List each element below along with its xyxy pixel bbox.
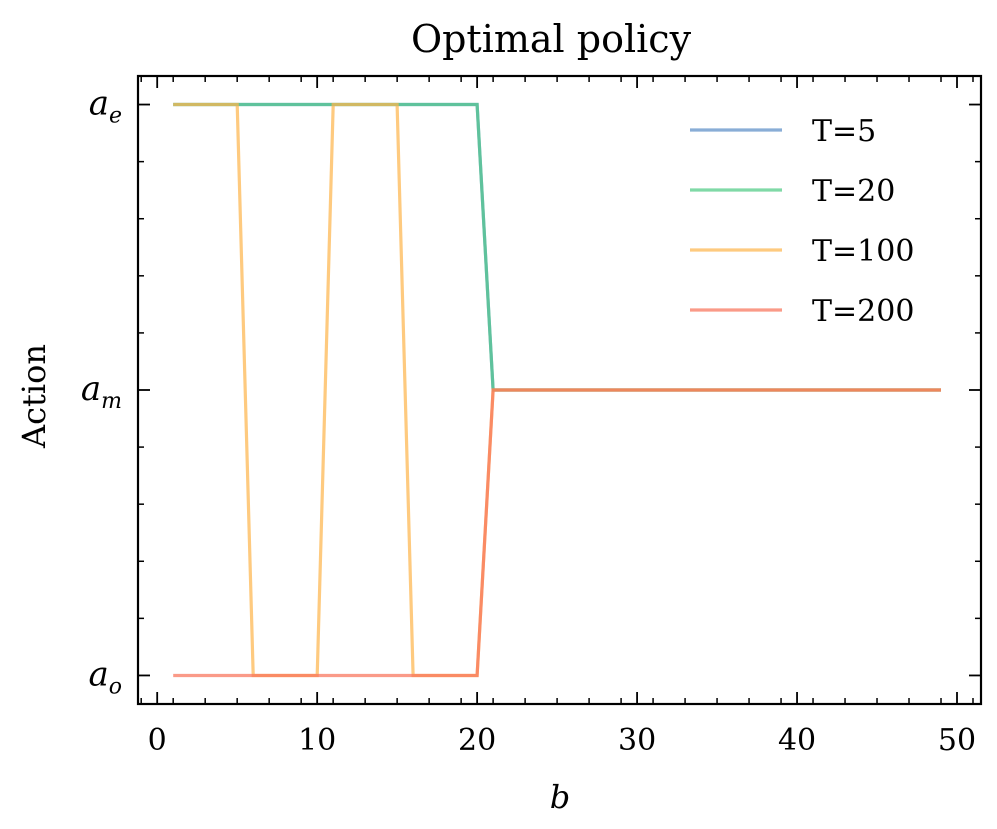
x-tick-label: 50 (938, 723, 976, 758)
y-tick-label: ao (88, 654, 122, 699)
legend: T=5 T=20 T=100 T=200 (690, 114, 914, 329)
legend-item: T=100 (690, 234, 914, 269)
legend-label: T=5 (812, 114, 876, 149)
series-line (173, 388, 941, 678)
x-tick-label: 30 (618, 723, 656, 758)
legend-item: T=5 (690, 114, 876, 149)
series-lines (173, 102, 941, 678)
y-tick-label: am (81, 369, 122, 414)
x-tick-label: 0 (148, 723, 167, 758)
legend-item: T=20 (690, 174, 895, 209)
y-axis-label: Action (15, 344, 53, 449)
x-tick-label: 40 (778, 723, 816, 758)
legend-label: T=200 (812, 294, 914, 329)
y-tick-label: ae (89, 84, 122, 129)
x-tick-label: 20 (458, 723, 496, 758)
legend-item: T=200 (690, 294, 914, 329)
x-axis-label: b (550, 778, 570, 816)
y-axis-ticks: ae am ao (81, 84, 981, 699)
x-axis-ticks: 0 10 20 30 40 50 (148, 76, 976, 758)
plot-area: 0 10 20 30 40 50 ae am ao (81, 74, 983, 758)
legend-label: T=100 (812, 234, 914, 269)
minor-ticks (138, 76, 981, 704)
x-tick-label: 10 (298, 723, 336, 758)
legend-label: T=20 (812, 174, 895, 209)
chart-title: Optimal policy (411, 17, 692, 61)
